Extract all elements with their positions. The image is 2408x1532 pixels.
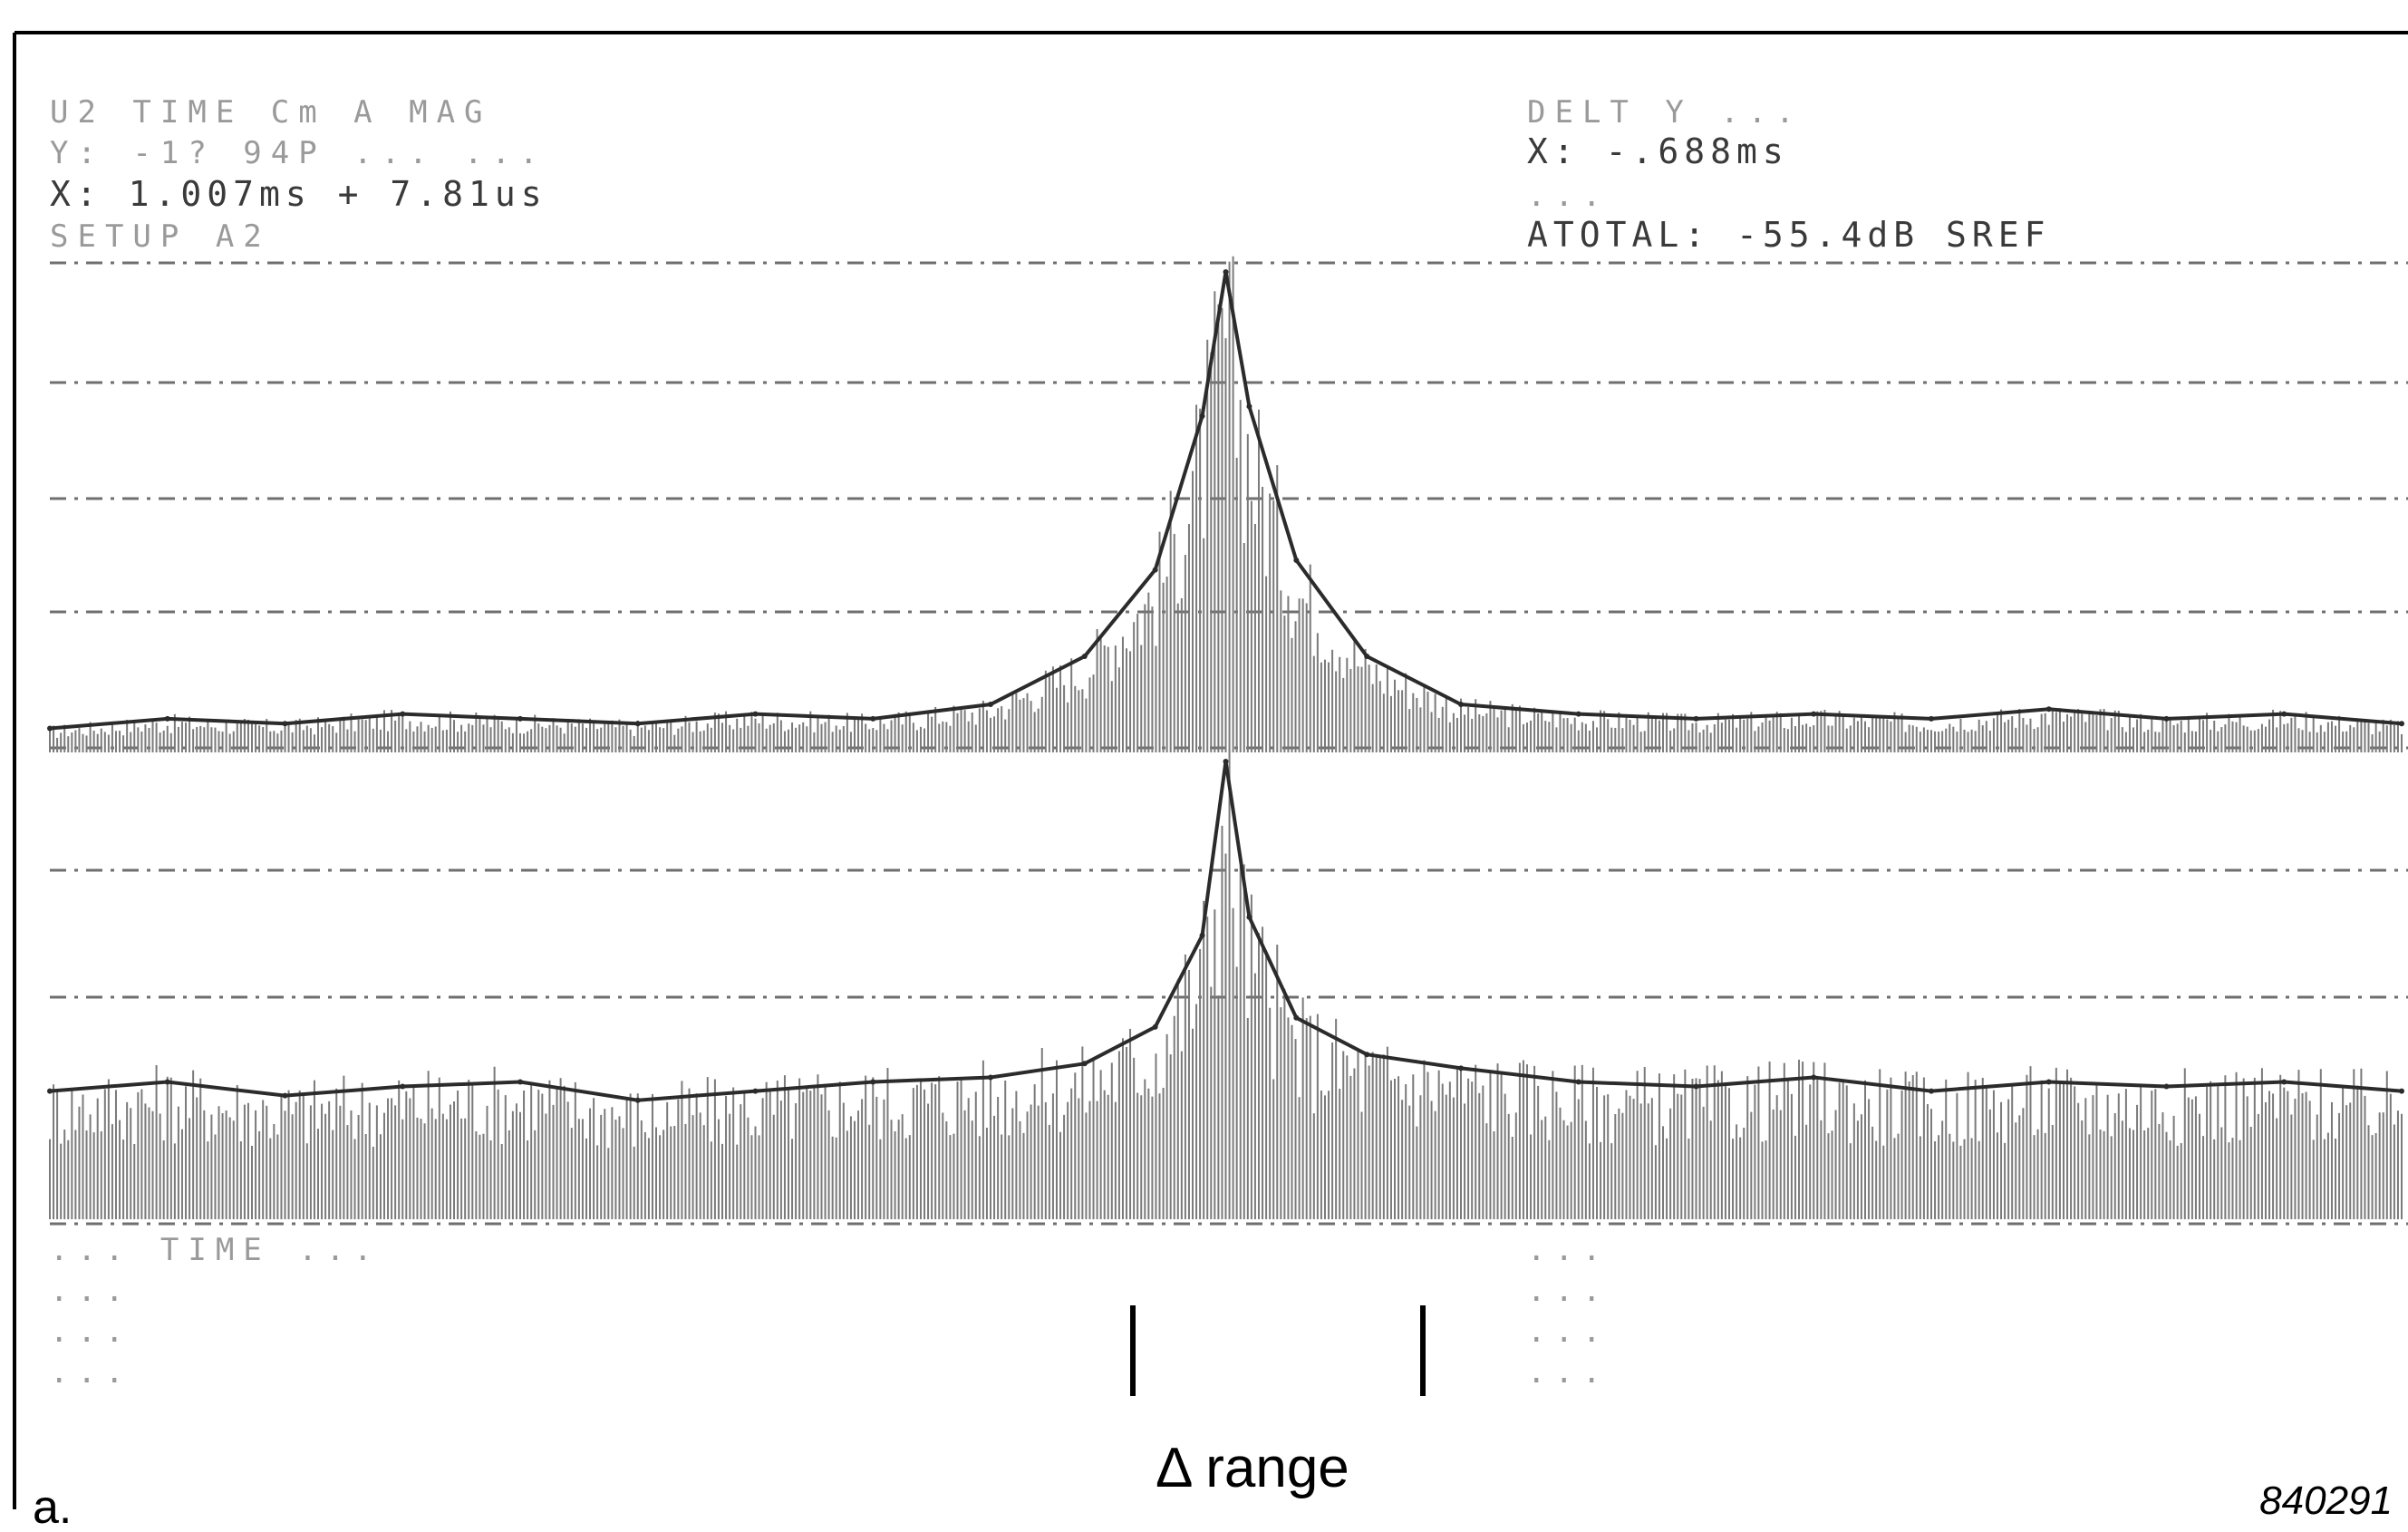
series-1-point: [1081, 654, 1088, 659]
series-1-point: [870, 715, 876, 722]
series-1-point: [1199, 413, 1205, 419]
series-2-point: [1811, 1074, 1817, 1081]
series-1-point: [1811, 711, 1817, 717]
series-1-point: [2399, 721, 2404, 727]
series-1-point: [400, 711, 406, 717]
series-1-point: [1693, 715, 1699, 722]
footer-right-line-2: ...: [1527, 1273, 1610, 1309]
series-1-point: [1929, 715, 1934, 722]
series-1-point: [1458, 702, 1464, 707]
series-1-point: [1364, 654, 1370, 659]
series-2-point: [1929, 1088, 1934, 1094]
series-2-point: [517, 1079, 523, 1085]
series-2-point: [1693, 1083, 1699, 1090]
series-2-point: [1293, 1014, 1300, 1021]
figure-id: 840291: [2259, 1479, 2393, 1523]
series-1-point: [1223, 269, 1229, 275]
series-1-point: [752, 711, 759, 717]
series-2-point: [1575, 1079, 1581, 1085]
footer-left-line-3: ...: [50, 1314, 132, 1350]
series-2-point: [2163, 1083, 2170, 1090]
footer-left-readout: ... TIME ... ... ... ...: [50, 1232, 382, 1391]
header-right-line-2: X: -.688ms: [1527, 131, 1789, 171]
footer-right-readout: ... ... ... ...: [1527, 1232, 1610, 1391]
series-1-point: [164, 715, 170, 722]
series-1-point: [2045, 706, 2052, 713]
series-1-point: [2281, 711, 2287, 717]
header-left-line-4: SETUP A2: [50, 218, 271, 255]
footer-left-line-1: ... TIME ...: [50, 1232, 382, 1268]
series-2-point: [2045, 1079, 2052, 1085]
series-1-point: [517, 715, 523, 722]
series-2-point: [1199, 932, 1205, 938]
series-2-point: [1152, 1023, 1158, 1030]
header-left-line-2: Y: -1? 94P ... ...: [50, 135, 546, 171]
footer-left-line-4: ...: [50, 1354, 132, 1391]
header-right-line-4: ATOTAL: -55.4dB SREF: [1527, 215, 2051, 255]
header-right-line-3: ...: [1527, 178, 1610, 214]
series-1-point: [1152, 567, 1158, 573]
series-1-point: [1246, 403, 1252, 410]
header-right-readout: DELT Y ... X: -.688ms ... ATOTAL: -55.4d…: [1527, 94, 2051, 255]
series-2-point: [1364, 1052, 1370, 1058]
series-2-point: [282, 1092, 288, 1099]
series-1-point: [1575, 711, 1581, 717]
footer-right-line-3: ...: [1527, 1314, 1610, 1350]
series-2-point: [1246, 914, 1252, 920]
series-1-texture: [49, 256, 2403, 752]
header-right-line-1: DELT Y ...: [1527, 94, 1804, 131]
traces: [47, 256, 2404, 1219]
footer-right-line-4: ...: [1527, 1354, 1610, 1391]
series-2-point: [400, 1083, 406, 1090]
screen-frame: [13, 31, 2408, 1509]
series-2-point: [1081, 1061, 1088, 1067]
series-2-point: [870, 1079, 876, 1085]
series-2-point: [164, 1079, 170, 1085]
series-1-point: [47, 725, 53, 732]
series-2-point: [988, 1074, 993, 1081]
header-left-readout: U2 TIME Cm A MAG Y: -1? 94P ... ... X: 1…: [50, 94, 547, 255]
series-1-point: [634, 721, 641, 727]
footer-left-line-2: ...: [50, 1273, 132, 1309]
header-left-line-1: U2 TIME Cm A MAG: [50, 94, 492, 131]
series-2-point: [47, 1088, 53, 1094]
footer-right-line-1: ...: [1527, 1232, 1610, 1268]
range-label: Δ range: [1156, 1437, 1349, 1499]
series-2-point: [2399, 1088, 2404, 1094]
panel-label: a.: [33, 1481, 72, 1532]
series-1-point: [282, 721, 288, 727]
series-1-point: [2163, 715, 2170, 722]
series-2-point: [634, 1097, 641, 1103]
series-2-texture: [49, 749, 2403, 1219]
series-2-point: [752, 1088, 759, 1094]
series-1-point: [1293, 558, 1300, 563]
range-markers: [1130, 1305, 1426, 1396]
series-2-point: [1223, 759, 1229, 764]
header-left-line-3: X: 1.007ms + 7.81us: [50, 174, 547, 214]
series-1-point: [988, 702, 993, 707]
series-2-point: [1458, 1065, 1464, 1071]
series-2-point: [2281, 1079, 2287, 1085]
